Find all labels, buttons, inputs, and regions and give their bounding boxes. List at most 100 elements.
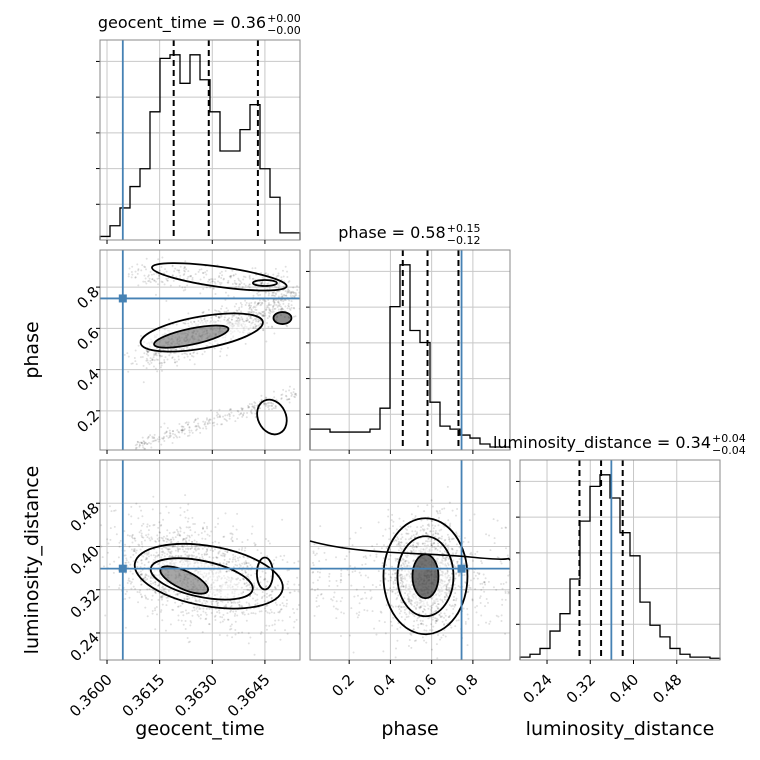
sample-point	[245, 575, 248, 578]
sample-point	[452, 595, 455, 598]
sample-point	[193, 522, 196, 525]
sample-point	[108, 585, 111, 588]
sample-point	[268, 624, 271, 627]
sample-point	[184, 547, 187, 550]
sample-point	[399, 585, 402, 588]
sample-point	[231, 636, 234, 639]
sample-point	[340, 569, 343, 572]
sample-point	[187, 548, 190, 551]
sample-point	[232, 556, 235, 559]
sample-point	[436, 532, 439, 535]
sample-point	[231, 539, 234, 542]
sample-point	[302, 577, 304, 579]
sample-point	[133, 537, 136, 540]
sample-point	[236, 614, 239, 617]
sample-point	[283, 294, 286, 297]
sample-point	[404, 554, 407, 557]
sample-point	[256, 598, 259, 601]
sample-point	[269, 401, 272, 404]
sample-point	[438, 613, 441, 616]
sample-point	[224, 605, 227, 608]
sample-point	[154, 352, 157, 355]
sample-point	[419, 622, 422, 625]
sample-point	[187, 421, 190, 424]
sample-point	[229, 628, 232, 631]
sample-point	[165, 505, 168, 508]
sample-point	[421, 542, 424, 545]
sample-point	[117, 556, 120, 559]
sample-point	[266, 604, 269, 607]
sample-point	[466, 644, 469, 647]
sample-point	[145, 552, 148, 555]
sample-point	[216, 611, 219, 614]
sample-point	[437, 524, 440, 527]
sample-point	[146, 350, 149, 353]
sample-point	[153, 279, 156, 282]
sample-point	[127, 579, 130, 582]
sample-point	[400, 564, 403, 567]
sample-point	[281, 308, 284, 311]
sample-point	[234, 620, 237, 623]
sample-point	[405, 613, 408, 616]
sample-point	[149, 357, 152, 360]
sample-point	[328, 572, 331, 575]
sample-point	[267, 306, 270, 309]
sample-point	[398, 517, 401, 520]
sample-point	[253, 404, 256, 407]
sample-point	[349, 537, 352, 540]
sample-point	[156, 277, 159, 280]
scatter-layer	[310, 460, 510, 660]
sample-point	[314, 554, 317, 557]
sample-point	[214, 619, 217, 622]
sample-point	[267, 298, 270, 301]
sample-point	[203, 350, 206, 353]
sample-point	[345, 555, 348, 558]
sample-point	[311, 571, 314, 574]
sample-point	[270, 611, 273, 614]
panel-frame	[99, 39, 301, 241]
sample-point	[146, 615, 149, 618]
sample-point	[419, 606, 422, 609]
sample-point	[265, 308, 268, 311]
sample-point	[192, 606, 195, 609]
sample-point	[124, 597, 127, 600]
sample-point	[280, 394, 283, 397]
sample-point	[226, 618, 229, 621]
sample-point	[247, 315, 250, 318]
sample-point	[295, 285, 298, 288]
sample-point	[264, 396, 267, 399]
sample-point	[210, 600, 213, 603]
sample-point	[202, 610, 205, 613]
sample-point	[208, 278, 211, 281]
sample-point	[364, 555, 367, 558]
sample-point	[132, 585, 135, 588]
sample-point	[203, 545, 206, 548]
sample-point	[248, 274, 251, 277]
sample-point	[375, 543, 378, 546]
sample-point	[273, 302, 276, 305]
sample-point	[285, 390, 288, 393]
sample-point	[257, 294, 260, 297]
sample-point	[155, 613, 158, 616]
sample-point	[223, 618, 226, 621]
sample-point	[448, 538, 451, 541]
sample-point	[455, 531, 458, 534]
sample-point	[213, 548, 216, 551]
sample-point	[230, 538, 233, 541]
sample-point	[127, 561, 130, 564]
sample-point	[451, 509, 454, 512]
sample-point	[189, 547, 192, 550]
sample-point	[152, 589, 155, 592]
sample-point	[164, 590, 167, 593]
sample-point	[277, 304, 280, 307]
sample-point	[185, 421, 188, 424]
sample-point	[171, 265, 174, 268]
sample-point	[158, 348, 161, 351]
sample-point	[222, 535, 225, 538]
sample-point	[352, 651, 355, 654]
sample-point	[110, 510, 113, 513]
sample-point	[221, 620, 224, 623]
sample-point	[158, 547, 161, 550]
sample-point	[136, 561, 139, 564]
sample-point	[286, 290, 289, 293]
